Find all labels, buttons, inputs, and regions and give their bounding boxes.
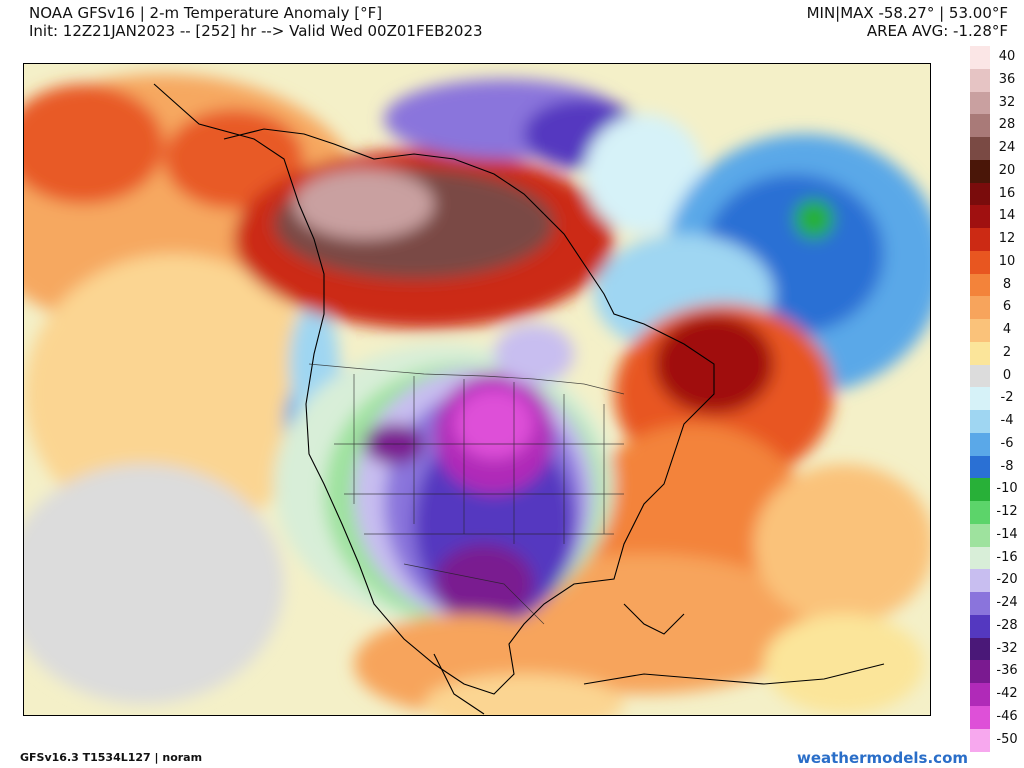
- colorbar-label: 16: [998, 185, 1016, 201]
- colorbar-label: 4: [1002, 322, 1012, 337]
- area-avg-readout: AREA AVG: -1.28°F: [866, 22, 1008, 40]
- colorbar-swatch: [970, 546, 990, 570]
- colorbar-label: -32: [996, 640, 1018, 656]
- colorbar-swatch: [970, 319, 990, 343]
- colorbar-label: 36: [998, 71, 1016, 87]
- colorbar-label: -10: [996, 481, 1018, 497]
- colorbar-swatch: [970, 296, 990, 320]
- colorbar-label: -20: [996, 572, 1018, 588]
- colorbar-label: -6: [1000, 435, 1014, 451]
- map-canvas: [24, 64, 930, 715]
- colorbar-swatch: [970, 114, 990, 138]
- colorbar-swatch: [970, 569, 990, 593]
- colorbar-label: -42: [996, 686, 1018, 701]
- colorbar-swatch: [970, 137, 990, 161]
- site-credit: weathermodels.com: [796, 749, 968, 767]
- colorbar-label: -16: [996, 549, 1018, 565]
- colorbar-label: -8: [1000, 458, 1014, 474]
- minmax-readout: MIN|MAX -58.27° | 53.00°F: [806, 4, 1008, 22]
- colorbar-swatch: [970, 523, 990, 547]
- colorbar-swatch: [970, 159, 990, 183]
- colorbar-label: 2: [1002, 344, 1012, 360]
- colorbar-swatch: [970, 205, 990, 229]
- colorbar-swatch: [970, 637, 990, 661]
- colorbar-label: 8: [1002, 276, 1012, 292]
- colorbar-swatch: [970, 705, 990, 729]
- colorbar-swatch: [970, 614, 990, 638]
- coastlines: [153, 83, 885, 715]
- anomaly-field: [24, 74, 930, 715]
- colorbar-label: 0: [1002, 367, 1012, 383]
- colorbar-label: 6: [1002, 299, 1012, 315]
- colorbar-swatch: [970, 68, 990, 92]
- colorbar-swatch: [970, 228, 990, 252]
- borders: [308, 363, 625, 625]
- header-left: NOAA GFSv16 | 2-m Temperature Anomaly [°…: [29, 4, 483, 40]
- colorbar-swatch: [970, 683, 990, 707]
- header-right: MIN|MAX -58.27° | 53.00°F AREA AVG: -1.2…: [807, 4, 1008, 40]
- colorbar-swatch: [970, 660, 990, 684]
- colorbar-label: -24: [996, 595, 1018, 610]
- colorbar-label: 28: [998, 117, 1016, 133]
- colorbar-label: 14: [998, 208, 1016, 224]
- colorbar-label: 40: [998, 49, 1016, 64]
- colorbar-label: -46: [996, 708, 1018, 724]
- colorbar-swatch: [970, 728, 990, 752]
- colorbar-swatch: [970, 250, 990, 274]
- colorbar-label: 20: [998, 162, 1016, 178]
- colorbar-swatch: [970, 91, 990, 115]
- colorbar-swatch: [970, 432, 990, 456]
- colorbar-swatch: [970, 364, 990, 388]
- colorbar-label: -2: [1000, 390, 1014, 406]
- colorbar-label: -36: [996, 663, 1018, 679]
- colorbar-swatch: [970, 592, 990, 616]
- temperature-anomaly-map: [23, 63, 931, 716]
- colorbar-label: 12: [998, 231, 1016, 246]
- colorbar-label: -14: [996, 526, 1018, 542]
- colorbar-label: -12: [996, 504, 1018, 519]
- colorbar-swatch: [970, 273, 990, 297]
- init-line: Init: 12Z21JAN2023 -- [252] hr --> Valid…: [29, 22, 483, 40]
- colorbar-swatch: [970, 341, 990, 365]
- colorbar-label: -4: [1000, 413, 1014, 428]
- colorbar-label: 24: [998, 140, 1016, 155]
- colorbar-swatch: [970, 46, 990, 70]
- colorbar-swatch: [970, 501, 990, 525]
- colorbar-swatch: [970, 410, 990, 434]
- colorbar-swatch: [970, 387, 990, 411]
- model-info: GFSv16.3 T1534L127 | noram: [20, 751, 203, 764]
- colorbar-swatch: [970, 478, 990, 502]
- colorbar-swatch: [970, 182, 990, 206]
- colorbar-label: 32: [998, 94, 1016, 110]
- map-title: NOAA GFSv16 | 2-m Temperature Anomaly [°…: [29, 4, 383, 22]
- colorbar-label: -28: [996, 617, 1018, 633]
- colorbar-label: -50: [996, 731, 1018, 747]
- colorbar-swatch: [970, 455, 990, 479]
- colorbar-label: 10: [998, 253, 1016, 269]
